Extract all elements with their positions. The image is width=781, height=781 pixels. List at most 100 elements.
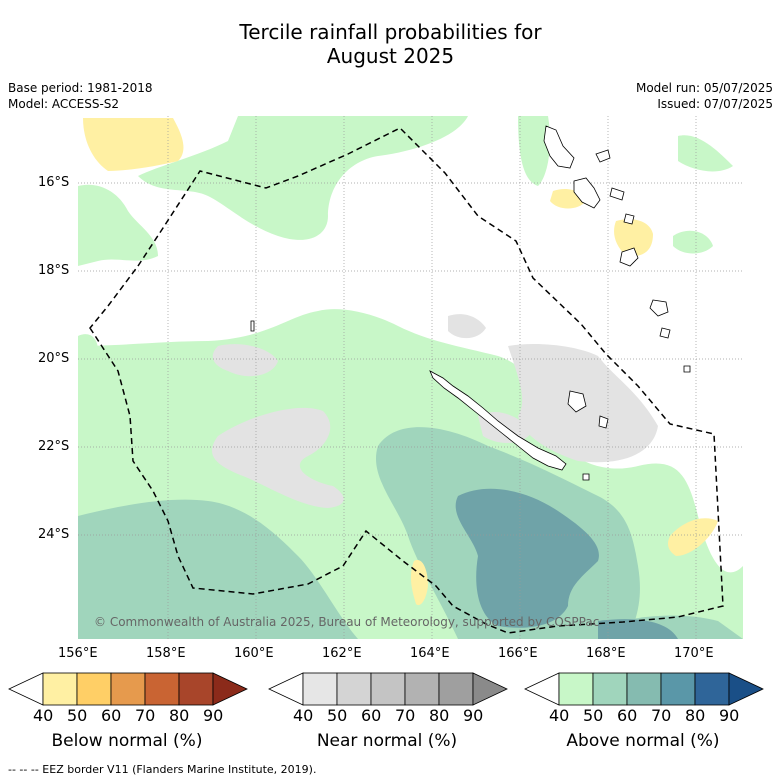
loyalty-islands-outline bbox=[598, 415, 609, 429]
colorbar-swatch bbox=[336, 672, 372, 706]
colorbar-tick-label: 90 bbox=[719, 706, 740, 725]
lon-label-168e: 168°E bbox=[586, 646, 626, 661]
lat-label-24s: 24°S bbox=[38, 527, 70, 542]
below-normal-region bbox=[668, 518, 718, 556]
colorbar-2 bbox=[268, 672, 508, 706]
below-normal-region bbox=[83, 118, 184, 171]
colorbar-swatch bbox=[76, 672, 112, 706]
colorbar-swatch bbox=[558, 672, 594, 706]
colorbar-swatch bbox=[370, 672, 406, 706]
vanuatu-outline bbox=[623, 213, 635, 225]
map-shading bbox=[78, 116, 743, 639]
vanuatu-outline bbox=[609, 187, 625, 201]
colorbar-tick-label: 70 bbox=[395, 706, 416, 725]
above-normal-region bbox=[598, 619, 678, 639]
rainfall-map: © Commonwealth of Australia 2025, Bureau… bbox=[78, 116, 743, 639]
vanuatu-outline bbox=[659, 327, 671, 339]
near-normal-region bbox=[448, 314, 486, 339]
below-normal-region bbox=[410, 560, 428, 606]
lat-label-18s: 18°S bbox=[38, 263, 70, 278]
eez-border bbox=[89, 127, 724, 634]
colorbar-tick-label: 60 bbox=[617, 706, 638, 725]
colorbar-tick-label: 70 bbox=[135, 706, 156, 725]
colorbar-swatch bbox=[404, 672, 440, 706]
colorbar-tick-label: 40 bbox=[293, 706, 314, 725]
issued-date: Issued: 07/07/2025 bbox=[657, 97, 773, 111]
new-caledonia-outline bbox=[429, 370, 567, 471]
vanuatu-outline bbox=[649, 299, 669, 317]
lon-label-170e: 170°E bbox=[674, 646, 714, 661]
vanuatu-outline bbox=[595, 149, 611, 163]
eez-footnote: -- -- -- EEZ border V11 (Flanders Marine… bbox=[8, 763, 317, 776]
island-outline bbox=[582, 473, 590, 481]
colorbar-arrow-high bbox=[472, 672, 508, 706]
colorbar-tick-label: 40 bbox=[33, 706, 54, 725]
island-outline bbox=[683, 365, 691, 373]
map-gridlines bbox=[78, 116, 743, 639]
colorbar-swatch bbox=[302, 672, 338, 706]
island-outline bbox=[250, 320, 255, 332]
vanuatu-outline bbox=[573, 177, 601, 209]
colorbar-tick-label: 60 bbox=[101, 706, 122, 725]
below-normal-region bbox=[614, 219, 653, 257]
colorbar-swatch bbox=[592, 672, 628, 706]
title-line-2: August 2025 bbox=[326, 44, 455, 68]
vanuatu-outline bbox=[619, 247, 639, 267]
colorbar-tick-label: 50 bbox=[583, 706, 604, 725]
colorbar-tick-label: 50 bbox=[327, 706, 348, 725]
near-normal-region bbox=[212, 344, 278, 377]
colorbar-tick-label: 80 bbox=[429, 706, 450, 725]
colorbar-swatch bbox=[626, 672, 662, 706]
lon-label-158e: 158°E bbox=[146, 646, 186, 661]
above-normal-region bbox=[455, 488, 599, 628]
colorbar-arrow-low bbox=[8, 672, 44, 706]
colorbar-arrow-low bbox=[268, 672, 304, 706]
lat-label-22s: 22°S bbox=[38, 439, 70, 454]
model-name: Model: ACCESS-S2 bbox=[8, 97, 120, 111]
colorbar-arrow-low bbox=[524, 672, 560, 706]
lat-label-16s: 16°S bbox=[38, 175, 70, 190]
colorbar-tick-label: 90 bbox=[203, 706, 224, 725]
colorbar-swatch bbox=[42, 672, 78, 706]
colorbar-title: Above normal (%) bbox=[566, 731, 720, 751]
colorbar-tick-label: 80 bbox=[685, 706, 706, 725]
above-normal-region bbox=[678, 135, 733, 172]
above-normal-region bbox=[673, 230, 713, 254]
colorbar-title: Below normal (%) bbox=[51, 731, 203, 751]
colorbar-tick-label: 70 bbox=[651, 706, 672, 725]
lon-label-166e: 166°E bbox=[498, 646, 538, 661]
colorbar-swatch bbox=[660, 672, 696, 706]
colorbar-swatch bbox=[110, 672, 146, 706]
near-normal-region bbox=[212, 407, 344, 508]
colorbar-tick-label: 90 bbox=[463, 706, 484, 725]
lon-label-156e: 156°E bbox=[58, 646, 98, 661]
colorbar-1 bbox=[8, 672, 248, 706]
vanuatu-outline bbox=[543, 125, 575, 169]
colorbar-tick-label: 40 bbox=[549, 706, 570, 725]
colorbar-swatch bbox=[144, 672, 180, 706]
lon-label-162e: 162°E bbox=[322, 646, 362, 661]
above-normal-region bbox=[78, 334, 98, 360]
lon-label-160e: 160°E bbox=[234, 646, 274, 661]
above-normal-region bbox=[518, 116, 550, 186]
colorbar-arrow-high bbox=[212, 672, 248, 706]
colorbar-tick-label: 50 bbox=[67, 706, 88, 725]
colorbar-swatch bbox=[178, 672, 214, 706]
colorbar-3 bbox=[524, 672, 764, 706]
lat-label-20s: 20°S bbox=[38, 351, 70, 366]
above-normal-region bbox=[138, 116, 468, 240]
colorbar-tick-label: 60 bbox=[361, 706, 382, 725]
copyright-text: © Commonwealth of Australia 2025, Bureau… bbox=[94, 615, 599, 629]
model-run: Model run: 05/07/2025 bbox=[635, 81, 773, 95]
colorbar-arrow-high bbox=[728, 672, 764, 706]
colorbar-swatch bbox=[694, 672, 730, 706]
loyalty-islands-outline bbox=[567, 390, 587, 413]
colorbar-tick-label: 80 bbox=[169, 706, 190, 725]
colorbar-title: Near normal (%) bbox=[316, 731, 458, 751]
base-period: Base period: 1981-2018 bbox=[8, 81, 153, 95]
lon-label-164e: 164°E bbox=[410, 646, 450, 661]
title-line-1: Tercile rainfall probabilities for bbox=[239, 20, 542, 44]
above-normal-region bbox=[78, 184, 158, 266]
colorbar-swatch bbox=[438, 672, 474, 706]
above-normal-region bbox=[78, 499, 358, 639]
